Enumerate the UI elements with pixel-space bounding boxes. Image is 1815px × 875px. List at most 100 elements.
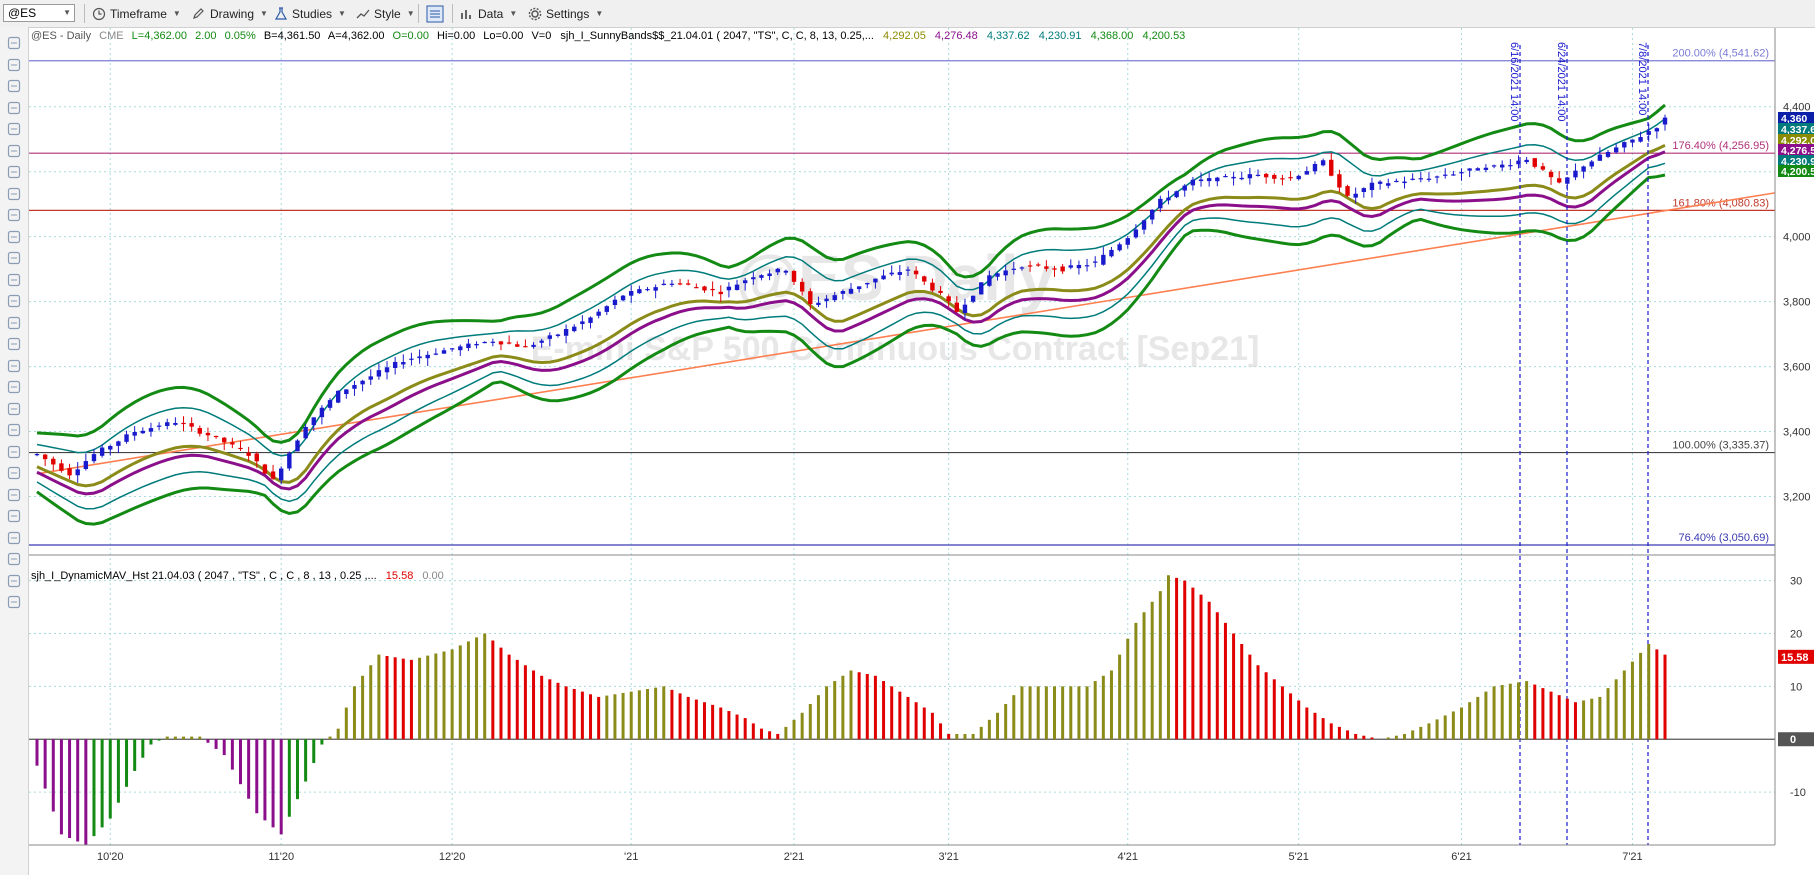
price-tag-label: 4,360	[1781, 113, 1807, 125]
timeframe-menu[interactable]: Timeframe ▼	[92, 3, 181, 24]
chart-header: @ES - Daily CME L=4,362.00 2.00 0.05% B=…	[31, 30, 1185, 582]
target-icon[interactable]	[6, 336, 22, 352]
candle-body	[1500, 164, 1505, 168]
table-icon[interactable]	[6, 293, 22, 309]
grid-icon[interactable]	[6, 272, 22, 288]
crosshair-icon[interactable]	[6, 57, 22, 73]
osc-y-tick-label: 20	[1790, 628, 1802, 640]
rectangle-icon[interactable]	[6, 465, 22, 481]
fib-label: 76.40% (3,050.69)	[1678, 532, 1769, 544]
candle-body	[1125, 238, 1130, 245]
candle-body	[1304, 171, 1310, 175]
candle-body	[686, 283, 691, 285]
candle-body	[1060, 266, 1065, 272]
studies-menu[interactable]: Studies ▼	[274, 3, 346, 24]
label-icon[interactable]	[6, 594, 22, 610]
candle-body	[1434, 176, 1440, 178]
data-menu[interactable]: Data ▼	[460, 3, 517, 24]
study-value-3: 4,337.62	[987, 30, 1030, 42]
candle-body	[1402, 181, 1407, 184]
down-arrow-icon[interactable]	[6, 401, 22, 417]
candle-body	[458, 346, 463, 351]
candle-body	[156, 425, 162, 427]
erase-icon[interactable]	[6, 530, 22, 546]
candle-body	[856, 286, 862, 290]
price-tags: 4,3604,337.64,292.04,276.54,230.94,200.5…	[1778, 112, 1815, 747]
candle-body	[539, 340, 544, 343]
arc-icon[interactable]	[6, 379, 22, 395]
candle-body	[889, 272, 894, 275]
candle-body	[1345, 186, 1350, 196]
high-price: Hi=0.00	[437, 30, 475, 42]
change-value: 2.00	[195, 30, 216, 42]
x-tick-label: 6'21	[1451, 851, 1471, 863]
up-arrow-icon[interactable]	[6, 422, 22, 438]
candle-body	[1198, 179, 1204, 182]
pen-icon[interactable]	[6, 229, 22, 245]
bars-icon[interactable]	[6, 250, 22, 266]
zero-tag	[1778, 732, 1814, 747]
drawing-menu[interactable]: Drawing ▼	[192, 3, 268, 24]
ray-icon[interactable]	[6, 508, 22, 524]
candle-body	[1044, 266, 1049, 269]
candle-body	[99, 447, 105, 456]
candle-body	[799, 281, 805, 292]
candle-body	[767, 273, 772, 277]
price-tag	[1778, 155, 1814, 167]
settings-menu[interactable]: Settings ▼	[528, 3, 603, 24]
candle-body	[1475, 168, 1480, 171]
edit-icon[interactable]	[6, 573, 22, 589]
layout-button[interactable]	[426, 3, 448, 24]
candle-body	[1369, 182, 1375, 191]
candle-body	[392, 361, 398, 369]
arrow-icon[interactable]	[6, 358, 22, 374]
candle-body	[1215, 177, 1220, 182]
sunny-bands	[36, 103, 1666, 526]
candle-body	[108, 445, 113, 450]
study-value-4: 4,230.91	[1039, 30, 1082, 42]
candle-body	[1027, 265, 1033, 267]
cursor-icon[interactable]	[6, 35, 22, 51]
candle-body	[197, 428, 202, 434]
candle-body	[547, 335, 553, 339]
cycle-icon[interactable]	[6, 207, 22, 223]
channel-icon[interactable]	[6, 186, 22, 202]
candle-body	[1117, 244, 1122, 251]
candle-body	[930, 282, 935, 291]
candle-body	[449, 348, 455, 350]
candle-body	[132, 432, 137, 436]
list-icon[interactable]	[6, 315, 22, 331]
text-icon[interactable]	[6, 487, 22, 503]
candle-body	[1223, 175, 1228, 178]
chevron-down-icon[interactable]: ▼	[63, 8, 71, 17]
fib-icon[interactable]	[6, 164, 22, 180]
vline-icon[interactable]	[6, 143, 22, 159]
pencil-icon[interactable]	[6, 78, 22, 94]
candle-body	[352, 385, 357, 389]
candle-body	[1093, 261, 1098, 263]
price-tag	[1778, 134, 1814, 146]
line-icon[interactable]	[6, 100, 22, 116]
candle-body	[1239, 177, 1244, 180]
candle-body	[1296, 175, 1301, 180]
style-menu[interactable]: Style ▼	[356, 3, 415, 24]
candle-body	[360, 380, 365, 385]
candle-body	[710, 288, 715, 291]
candle-body	[995, 273, 1000, 277]
zero-tag-label: 0	[1790, 734, 1796, 746]
move-icon[interactable]	[6, 551, 22, 567]
hline-icon[interactable]	[6, 121, 22, 137]
candle-body	[1622, 142, 1627, 148]
candle-body	[1109, 249, 1114, 257]
candle-body	[466, 343, 471, 348]
candle-body	[897, 272, 903, 275]
candle-body	[824, 298, 829, 302]
symbol-input[interactable]: @ES ▼	[3, 4, 75, 22]
study-value-6: 4,200.53	[1142, 30, 1185, 42]
candle-body	[83, 461, 89, 470]
candle-body	[1206, 178, 1212, 182]
candle-body	[319, 407, 325, 418]
ellipse-icon[interactable]	[6, 444, 22, 460]
candle-body	[433, 353, 439, 355]
